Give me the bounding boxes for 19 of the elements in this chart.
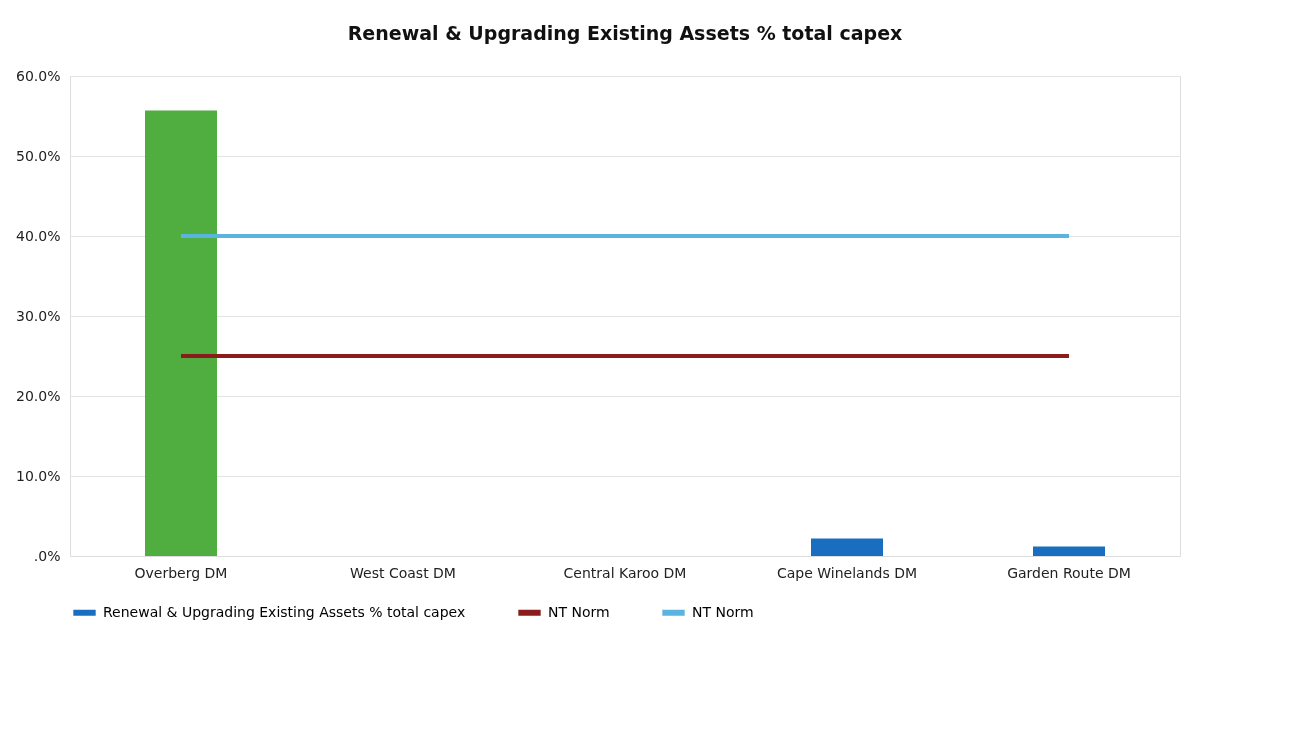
y-tick-label: 40.0% — [16, 227, 61, 244]
legend-label: NT Norm — [548, 603, 610, 620]
y-tick-label: 30.0% — [16, 307, 61, 324]
legend-label: NT Norm — [692, 603, 754, 620]
x-tick-label: Overberg DM — [134, 564, 228, 581]
y-tick-label: 10.0% — [16, 467, 61, 484]
bar — [145, 110, 217, 556]
x-tick-label: Garden Route DM — [1007, 564, 1131, 581]
x-tick-label: Cape Winelands DM — [776, 564, 918, 581]
bar — [811, 538, 883, 556]
y-tick-label: 50.0% — [16, 147, 61, 164]
x-tick-label: Central Karoo DM — [563, 564, 687, 581]
legend-label: Renewal & Upgrading Existing Assets % total capex — [103, 603, 466, 620]
y-tick-label: 20.0% — [16, 387, 61, 404]
x-tick-label: West Coast DM — [350, 564, 456, 581]
bar — [1033, 546, 1105, 556]
y-tick-label: 60.0% — [16, 67, 61, 84]
y-tick-label: .0% — [33, 547, 61, 564]
chart-title: Renewal & Upgrading Existing Assets % total capex — [347, 22, 903, 44]
